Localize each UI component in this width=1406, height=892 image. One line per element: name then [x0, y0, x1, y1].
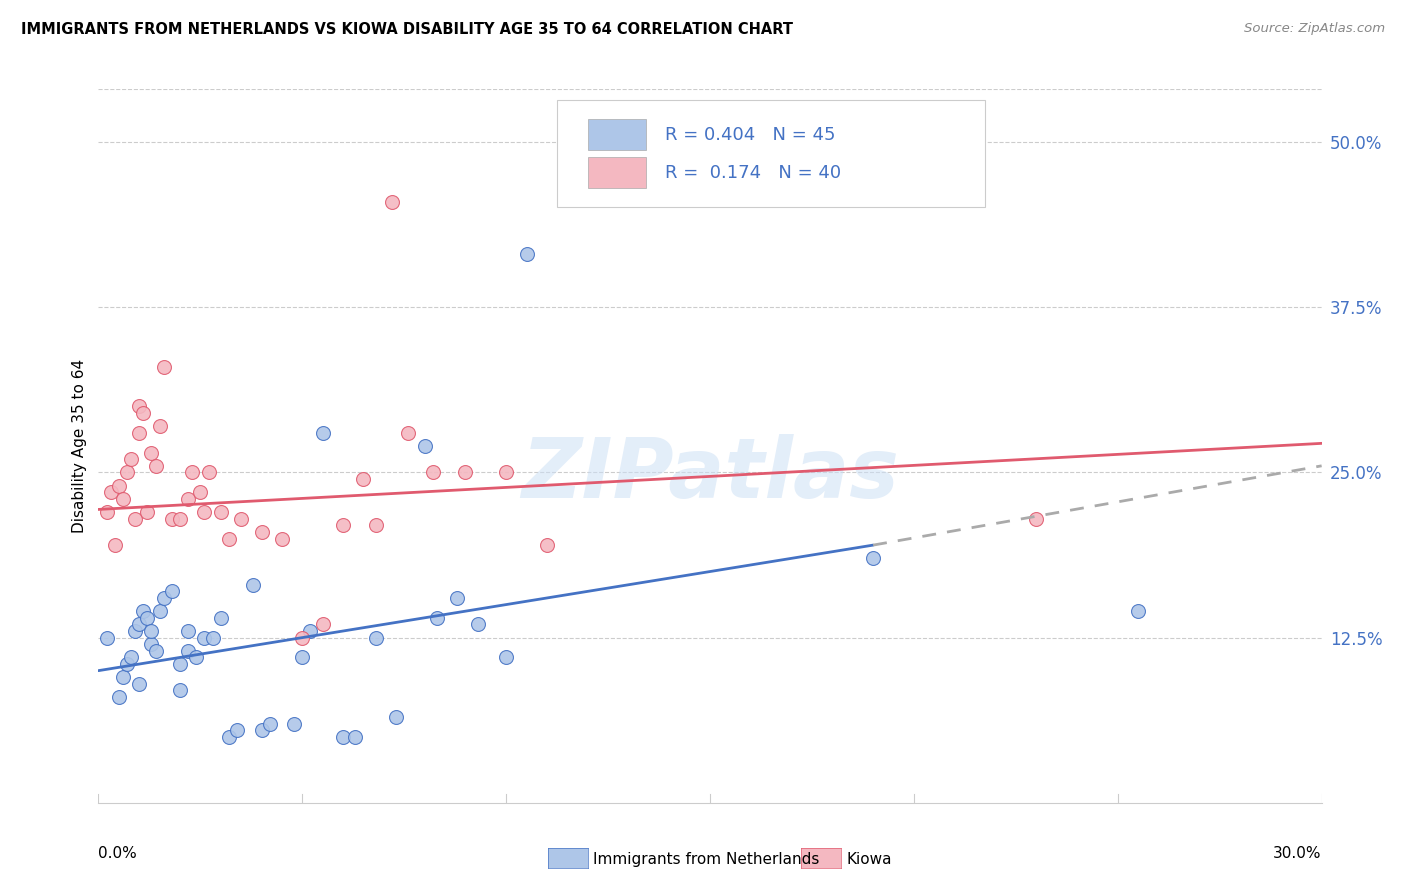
Point [422, 466, 444, 480]
Point [250, 723, 273, 738]
Text: Source: ZipAtlas.com: Source: ZipAtlas.com [1244, 22, 1385, 36]
Point [169, 657, 191, 671]
Point [160, 584, 183, 599]
Point [128, 677, 150, 691]
Point [181, 466, 204, 480]
Point [108, 690, 131, 704]
Point [108, 478, 131, 492]
Point [132, 604, 155, 618]
Point [104, 538, 127, 552]
Point [259, 716, 281, 731]
Point [209, 505, 232, 519]
Point [169, 683, 191, 698]
Point [291, 631, 314, 645]
Point [862, 551, 884, 566]
Point [332, 518, 354, 533]
Text: Kiowa: Kiowa [846, 853, 891, 867]
Point [197, 466, 219, 480]
Point [312, 425, 335, 440]
Point [136, 611, 159, 625]
Point [141, 637, 163, 651]
Point [128, 617, 150, 632]
Text: 0.0%: 0.0% [98, 846, 138, 861]
Point [396, 425, 419, 440]
Point [332, 730, 354, 744]
Point [128, 425, 150, 440]
Point [242, 578, 264, 592]
Point [124, 511, 146, 525]
Point [145, 458, 167, 473]
Point [250, 524, 273, 539]
Point [381, 194, 404, 209]
Point [413, 439, 436, 453]
Point [124, 624, 146, 638]
Point [226, 723, 249, 738]
Point [193, 631, 215, 645]
Point [128, 400, 150, 414]
FancyBboxPatch shape [588, 157, 647, 187]
Point [169, 511, 191, 525]
Text: R =  0.174   N = 40: R = 0.174 N = 40 [665, 164, 841, 182]
Point [120, 452, 142, 467]
Y-axis label: Disability Age 35 to 64: Disability Age 35 to 64 [72, 359, 87, 533]
Point [516, 247, 538, 261]
Point [426, 611, 449, 625]
Point [291, 650, 314, 665]
Text: 30.0%: 30.0% [1274, 846, 1322, 861]
Point [454, 466, 477, 480]
Point [152, 359, 174, 374]
Point [344, 730, 367, 744]
Point [446, 591, 468, 605]
Point [193, 505, 215, 519]
Point [283, 716, 305, 731]
Point [1128, 604, 1150, 618]
Point [231, 511, 253, 525]
Point [299, 624, 322, 638]
Text: ZIPatlas: ZIPatlas [522, 434, 898, 515]
Point [201, 631, 224, 645]
Point [352, 472, 374, 486]
Point [188, 485, 212, 500]
Point [111, 670, 134, 684]
Point [536, 538, 558, 552]
Point [149, 419, 172, 434]
Point [385, 710, 408, 724]
Point [186, 650, 208, 665]
Point [495, 650, 517, 665]
Point [96, 631, 118, 645]
Point [115, 657, 138, 671]
Point [218, 532, 240, 546]
Text: IMMIGRANTS FROM NETHERLANDS VS KIOWA DISABILITY AGE 35 TO 64 CORRELATION CHART: IMMIGRANTS FROM NETHERLANDS VS KIOWA DIS… [21, 22, 793, 37]
Point [145, 644, 167, 658]
Point [364, 518, 387, 533]
Point [100, 485, 122, 500]
Point [132, 406, 155, 420]
Point [141, 445, 163, 459]
Point [218, 730, 240, 744]
Point [1025, 511, 1047, 525]
Point [149, 604, 172, 618]
Point [270, 532, 294, 546]
FancyBboxPatch shape [588, 120, 647, 150]
Text: R = 0.404   N = 45: R = 0.404 N = 45 [665, 126, 835, 144]
Point [177, 644, 200, 658]
Point [141, 624, 163, 638]
Point [96, 505, 118, 519]
Point [467, 617, 489, 632]
Point [120, 650, 142, 665]
FancyBboxPatch shape [557, 100, 986, 207]
Point [364, 631, 387, 645]
Point [111, 491, 134, 506]
Point [152, 591, 174, 605]
Point [115, 466, 138, 480]
Point [495, 466, 517, 480]
Point [136, 505, 159, 519]
Text: Immigrants from Netherlands: Immigrants from Netherlands [593, 853, 820, 867]
Point [312, 617, 335, 632]
Point [177, 624, 200, 638]
Point [177, 491, 200, 506]
Point [160, 511, 183, 525]
Point [209, 611, 232, 625]
